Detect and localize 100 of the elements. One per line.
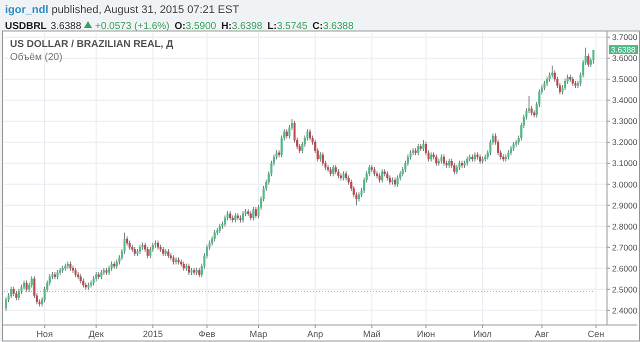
candlestick (18, 288, 20, 301)
candlestick (100, 270, 102, 280)
candlestick (507, 150, 510, 160)
text: L:3.5745 (267, 21, 308, 32)
candlestick (110, 261, 113, 272)
candlestick (72, 265, 74, 274)
candlestick (160, 244, 162, 252)
candlestick (218, 223, 221, 234)
candlestick (337, 168, 340, 179)
text: O:3.5900 (174, 21, 217, 32)
candlestick (229, 210, 232, 221)
x-tick-label: Июн (416, 329, 436, 339)
candlestick (386, 170, 388, 181)
y-tick-label: 3.2000 (612, 137, 638, 148)
text: H:3.6398 (221, 21, 263, 32)
candlestick (334, 164, 337, 175)
x-tick-label: 2015 (142, 329, 163, 339)
candlestick (22, 280, 26, 290)
y-tick-label: 2.9000 (612, 200, 638, 210)
y-tick-label: 3.0000 (612, 179, 638, 190)
candlestick (146, 246, 149, 259)
candlestick (453, 162, 456, 175)
candlestick (396, 175, 399, 188)
y-tick-label: 2.6000 (612, 263, 638, 274)
candlestick (138, 244, 142, 254)
candlestick (479, 154, 482, 164)
candlestick (430, 152, 432, 162)
candlestick (286, 128, 288, 139)
candlestick (466, 156, 468, 166)
candlestick (162, 246, 164, 256)
candlestick (551, 65, 554, 78)
candlestick (358, 192, 360, 202)
candlestick (592, 50, 594, 64)
candlestick (12, 286, 15, 296)
x-tick-label: Июл (473, 329, 492, 339)
text: igor_ndl published, August 31, 2015 07:21 EST (5, 4, 240, 16)
candlestick (214, 230, 216, 242)
candlestick (442, 154, 446, 166)
candlestick (332, 164, 334, 177)
text: +0.0573 (+1.6%) (95, 21, 170, 32)
candlestick (95, 272, 98, 282)
candlestick (512, 141, 515, 152)
candlestick (254, 206, 257, 219)
x-tick-label: Май (363, 329, 381, 339)
x-tick-label: Дек (88, 329, 104, 339)
candlestick (319, 152, 322, 162)
y-tick-label: 3.3000 (612, 116, 638, 126)
y-tick-label: 2.5000 (612, 284, 638, 294)
x-tick-label: Сен (588, 329, 604, 339)
candlestick (564, 78, 566, 90)
text: 3.6388 (50, 21, 82, 32)
candlestick (234, 212, 236, 223)
candlestick (54, 272, 56, 280)
candlestick (30, 276, 33, 288)
candlestick (435, 154, 438, 166)
candlestick (92, 276, 95, 286)
candlestick (378, 172, 381, 183)
candlestick (242, 210, 244, 223)
candlestick (134, 246, 136, 256)
y-tick-label: 3.4000 (612, 95, 638, 106)
candlestick (572, 76, 574, 86)
candlestick (330, 166, 332, 177)
candlestick (388, 175, 391, 186)
x-tick-label: Апр (307, 329, 324, 339)
candlestick (381, 168, 384, 183)
candlestick (546, 76, 548, 86)
candlestick (10, 286, 12, 298)
candlestick (250, 210, 252, 221)
candlestick (156, 240, 160, 250)
candlestick (308, 128, 312, 141)
candlestick (224, 214, 226, 228)
candlestick (188, 263, 190, 276)
candlestick (342, 170, 345, 181)
candlestick (345, 170, 348, 181)
candlestick (172, 254, 175, 265)
candlestick (456, 164, 458, 175)
candlestick (373, 166, 376, 177)
candlestick (422, 140, 424, 152)
candlestick (4, 296, 8, 312)
text: C:3.6388 (312, 21, 354, 32)
candlestick (417, 144, 420, 156)
candlestick (394, 177, 396, 188)
y-tick-label: 3.5000 (612, 74, 638, 84)
x-tick-label: Ноя (36, 329, 53, 339)
candlestick (26, 280, 28, 292)
candlestick (543, 80, 546, 90)
x-tick-label: Фев (198, 329, 216, 339)
x-tick-label: Авг (534, 329, 550, 339)
candlestick (460, 160, 464, 168)
candlestick (128, 240, 131, 250)
candlestick (182, 261, 185, 272)
candlestick (252, 206, 254, 221)
candlestick (376, 170, 378, 179)
candlestick (74, 268, 77, 278)
candlestick (87, 282, 90, 290)
text: US DOLLAR / BRAZILIAN REAL, Д (10, 39, 174, 50)
candlestick (510, 146, 512, 156)
candlestick (108, 265, 110, 276)
y-tick-label: 3.7000 (612, 32, 638, 42)
candlestick (15, 290, 18, 301)
